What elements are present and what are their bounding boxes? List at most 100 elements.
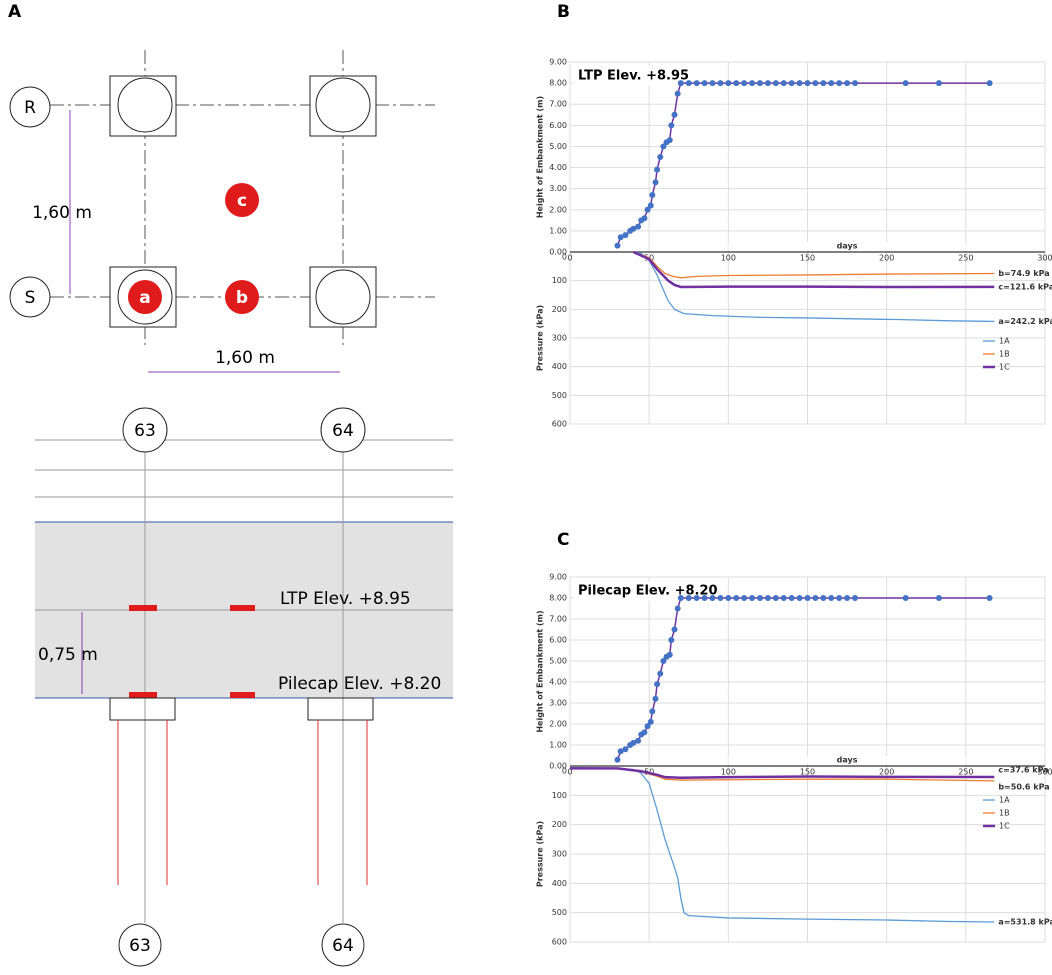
height-marker [788,595,795,601]
height-marker [666,651,673,658]
height-line [616,597,990,760]
height-marker [693,80,700,87]
height-marker [772,80,779,87]
axis-label: 63 [134,421,156,441]
chart-title: LTP Elev. +8.95 [578,69,689,84]
axis-label: 64 [332,936,354,956]
height-marker [709,80,716,87]
height-marker [935,80,942,87]
axis-marker [122,407,168,453]
cell [129,605,157,611]
height-marker [812,595,819,601]
x-tick-label: 250 [958,768,973,777]
pressure-line [633,251,995,323]
x-tick-label: 200 [879,254,894,263]
height-marker [852,80,858,87]
y-tick-label: 4.00 [549,678,567,687]
height-marker [693,595,700,601]
axis-label: 64 [332,421,354,441]
height-marker [741,595,748,601]
height-marker [902,595,909,601]
height-marker [820,80,827,87]
height-marker [844,80,851,87]
end-label: b=50.6 kPa [998,782,1049,791]
sensor [128,280,162,314]
height-marker [622,232,629,239]
height-marker [780,80,787,87]
x-tick-label: 300 [1037,768,1052,777]
height-marker [649,192,656,198]
y-tick-label: 5.00 [549,142,567,151]
height-marker [614,242,621,249]
height-marker [764,595,771,601]
legend-label: 1B [999,809,1010,818]
legend-label: 1C [999,363,1010,372]
height-marker [668,122,675,129]
pile-cap [109,75,177,137]
height-marker [709,595,716,601]
dimension-label: 0,75 m [38,645,98,665]
x-tick-label: 0 [567,254,572,263]
y-tick-label: 0.00 [549,762,567,771]
height-marker [647,718,654,725]
y2-tick-label: 500 [552,908,567,917]
panel-label: A [8,2,22,22]
height-marker [741,80,748,87]
y2-tick-label: 200 [552,305,567,314]
end-label: c=121.6 kPa [998,282,1052,291]
pile [315,77,371,133]
height-marker [772,595,779,601]
y2-tick-label: 600 [552,938,567,947]
pressure-line [633,251,995,279]
height-marker [935,595,942,601]
y-axis-label: Height of Embankment (m) [536,96,545,218]
height-marker [902,80,909,87]
height-marker [622,746,629,753]
height-marker [644,723,651,730]
pressure-line [570,767,995,779]
height-marker [641,215,648,222]
y-tick-label: 9.00 [549,573,567,582]
legend-label: 1B [999,350,1010,359]
height-marker [717,595,724,601]
end-label: a=531.8 kPa [998,917,1052,926]
height-marker [654,681,661,688]
height-marker [652,179,659,186]
axis-marker [321,923,365,967]
chart-title: Pilecap Elev. +8.20 [578,584,718,599]
x-tick-label: 150 [800,254,815,263]
sensor-label: a [139,288,150,308]
height-line [616,82,990,246]
y2-tick-label: 400 [552,362,567,371]
height-marker [804,80,811,87]
x-tick-label: 200 [879,768,894,777]
x-tick-label: 150 [800,768,815,777]
height-marker [812,80,819,87]
height-marker [644,206,651,213]
y-tick-label: 1.00 [549,741,567,750]
row-label: S [25,288,36,308]
pile [117,77,173,133]
x-axis-label: days [837,242,858,251]
y-tick-label: 2.00 [549,720,567,729]
y2-tick-label: 100 [552,276,567,285]
height-marker [657,670,664,677]
height-marker [660,658,667,664]
y-tick-label: 7.00 [549,615,567,624]
y-tick-label: 6.00 [549,636,567,645]
sensor-label: c [237,191,247,211]
legend-label: 1A [999,337,1010,346]
cell [230,692,255,698]
chart: 0 50 100 150 200 250 3000.001.002.003.004.005.… [536,573,1052,947]
end-label: c=37.6 kPa [998,766,1048,775]
pile-cap [309,266,377,328]
height-marker [657,154,664,160]
y-tick-label: 0.00 [549,248,567,257]
x-tick-label: 250 [958,254,973,263]
pile-cap [109,697,176,721]
pile-cap [309,75,377,137]
y2-tick-label: 300 [552,334,567,343]
height-marker [630,225,637,232]
dimension-label: 1,60 m [215,348,275,368]
height-marker [804,595,811,601]
